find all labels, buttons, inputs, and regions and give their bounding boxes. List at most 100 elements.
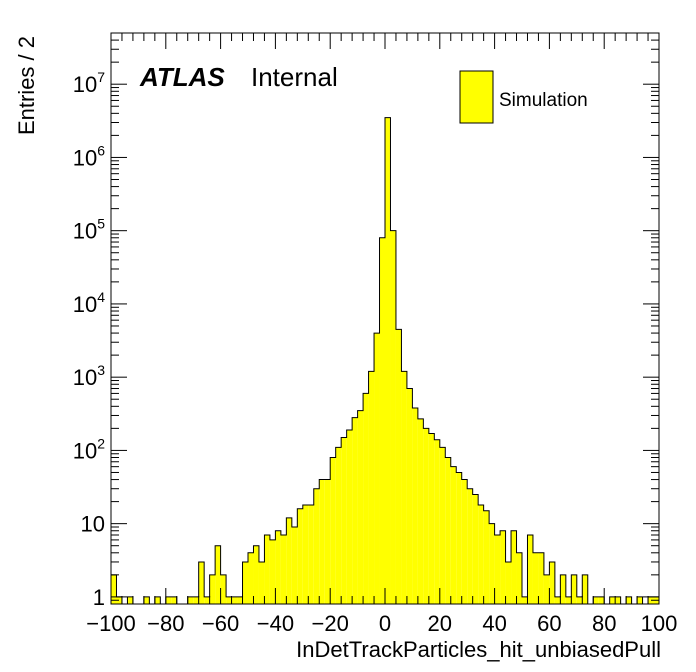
histogram-bar [511,530,517,604]
histogram-bar [248,552,254,604]
histogram-bar [522,596,528,604]
x-tick-label: 80 [592,611,616,636]
y-tick-label: 103 [73,362,105,390]
histogram-bar [324,479,331,604]
y-tick-label: 102 [73,435,105,463]
histogram-bar [395,329,402,604]
histogram-bar [352,417,358,604]
y-tick-label: 1 [93,585,105,610]
histogram-bar [204,596,210,604]
y-tick-label: 107 [73,69,105,97]
histogram-bar [461,479,468,604]
histogram-bar [187,596,194,604]
histogram-bar [154,596,161,604]
histogram-bar [505,561,512,604]
histogram-bar [428,433,435,604]
y-axis-title: Entries / 2 [14,36,39,135]
histogram-bar [297,508,303,604]
histogram-bar [368,371,375,604]
histogram-bar [286,517,292,604]
histogram-bar [483,510,490,604]
histogram-bar [258,561,265,604]
histogram-bar [549,561,555,604]
histogram-bar [302,504,309,604]
histogram-bar [215,545,221,604]
histogram-bar [593,596,599,604]
histogram-bar [165,596,172,604]
histogram-bar [335,447,342,604]
histogram-outline [110,117,660,605]
histogram-bar [226,596,232,604]
histogram-bar [565,596,572,604]
histogram-bar [478,504,484,604]
histogram-bar [341,437,347,604]
histogram-bar [231,596,238,604]
histogram-bar [264,535,270,604]
histogram-bar [385,117,391,605]
x-tick-label: −100 [86,611,136,636]
histogram-bar [346,429,353,604]
y-tick-label: 105 [73,216,105,244]
x-tick-label: 0 [379,611,391,636]
histogram-bar [576,596,583,604]
histogram-bar [450,466,457,604]
y-axis-ticks: 1 10 102 103 104 105 106 107 [73,32,659,610]
histogram-bar [500,530,506,604]
histogram-bars [111,117,659,605]
histogram-bar [390,230,396,604]
histogram-bar [280,535,287,604]
histogram-bar [330,457,336,604]
histogram-bar [275,530,281,604]
histogram-bar [582,574,588,604]
histogram-bar [357,410,364,604]
x-tick-label: 40 [482,611,506,636]
x-tick-label: −40 [257,611,294,636]
histogram-bar [434,439,440,604]
histogram-bar [291,527,298,604]
histogram-bar [609,596,616,604]
histogram-bar [472,494,479,604]
y-tick-label: 106 [73,142,105,170]
histogram-bar [412,407,418,604]
histogram-bar [417,418,424,604]
histogram-bar [439,447,446,604]
histogram-bar [516,552,522,604]
histogram-bar [253,545,259,604]
histogram-bar [598,596,605,604]
atlas-label: ATLAS [139,62,225,92]
histogram-bar [269,539,276,604]
histogram-bar [406,388,413,604]
histogram-bar [637,596,643,604]
histogram-bar [554,596,561,604]
histogram-bar [242,561,248,604]
internal-label: Internal [251,62,338,92]
x-axis-ticks: −100 −80 −60 −40 −20 0 20 40 60 80 100 [86,33,677,636]
histogram-bar [445,457,451,604]
x-tick-label: 100 [641,611,678,636]
histogram-bar [319,479,325,604]
histogram-bar [313,488,320,604]
x-tick-label: −20 [312,611,349,636]
histogram-bar [379,237,385,604]
histogram-bar [571,574,577,604]
histogram-bar [198,561,205,604]
histogram-bar [615,596,621,604]
histogram-bar [220,574,227,604]
histogram-bar [538,552,544,604]
histogram-bar [401,371,407,604]
histogram-bar [423,428,429,604]
x-tick-label: 60 [537,611,561,636]
histogram-bar [527,535,533,604]
histogram-bar [489,523,495,604]
x-tick-label: 20 [428,611,452,636]
histogram-bar [127,596,133,604]
histogram-bar [467,488,473,604]
histogram-bar [374,333,380,604]
y-tick-label: 10 [81,512,105,537]
legend-swatch-simulation [459,70,494,124]
histogram-bar [143,596,150,604]
histogram-bar [532,552,539,604]
histogram-bar [560,574,566,604]
x-tick-label: −60 [202,611,239,636]
